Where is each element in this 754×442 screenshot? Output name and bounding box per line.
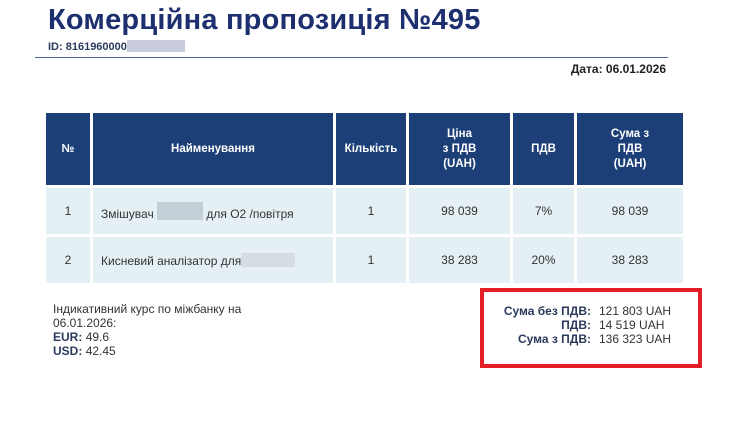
row-name: Кисневий аналізатор для: [93, 237, 333, 283]
eur-rate: EUR: 49.6: [53, 330, 241, 344]
row-price: 98 039: [409, 188, 510, 234]
col-price: Ціна з ПДВ (UAH): [409, 113, 510, 185]
redacted-block: [241, 252, 296, 267]
totals-box: Сума без ПДВ: 121 803 UAH ПДВ: 14 519 UAH …: [480, 288, 702, 368]
name-part: для O2 /повітря: [203, 206, 294, 221]
redacted-block: [157, 201, 204, 220]
page-title: Комерційна пропозиція №495: [48, 4, 481, 36]
document-id: ID: 8161960000: [48, 40, 185, 53]
col-qty: Кількість: [336, 113, 406, 185]
row-sum: 98 039: [577, 188, 683, 234]
divider: [35, 57, 668, 58]
table-row: 1 Змішувач для O2 /повітря 1 98 039 7% 9…: [46, 188, 683, 234]
table-row: 2 Кисневий аналізатор для 1 38 283 20% 3…: [46, 237, 683, 283]
col-vat: ПДВ: [513, 113, 574, 185]
value: 14 519 UAH: [599, 318, 665, 332]
row-sum: 38 283: [577, 237, 683, 283]
row-price: 38 283: [409, 237, 510, 283]
row-vat: 20%: [513, 237, 574, 283]
col-sum: Сума з ПДВ (UAH): [577, 113, 683, 185]
rates-date: 06.01.2026:: [53, 316, 117, 330]
exchange-rates: Індикативний курс по міжбанку на 06.01.2…: [53, 302, 241, 358]
rates-note: Індикативний курс по міжбанку на: [53, 302, 242, 316]
id-text: ID: 8161960000: [48, 41, 127, 53]
value: 121 803 UAH: [599, 304, 672, 318]
usd-label: USD:: [53, 344, 83, 358]
total-vat: ПДВ: 14 519 UAH: [484, 318, 694, 333]
col-name: Найменування: [93, 113, 333, 185]
row-number: 2: [46, 237, 90, 283]
total-with-vat: Сума з ПДВ: 136 323 UAH: [484, 332, 694, 347]
row-qty: 1: [336, 188, 406, 234]
redacted-block: [126, 40, 185, 52]
name-part: Кисневий аналізатор для: [101, 253, 242, 268]
usd-value: 42.45: [85, 344, 116, 358]
row-vat: 7%: [513, 188, 574, 234]
value: 136 323 UAH: [599, 332, 672, 346]
items-table: № Найменування Кількість Ціна з ПДВ (UAH…: [43, 110, 686, 286]
label: Сума з ПДВ:: [517, 332, 591, 346]
table-header-row: № Найменування Кількість Ціна з ПДВ (UAH…: [46, 113, 683, 185]
document-date: Дата: 06.01.2026: [570, 62, 666, 76]
col-number: №: [46, 113, 90, 185]
row-number: 1: [46, 188, 90, 234]
label: ПДВ:: [561, 318, 591, 332]
eur-label: EUR:: [53, 330, 83, 344]
label: Сума без ПДВ:: [503, 304, 591, 318]
name-part: Змішувач: [101, 206, 158, 221]
usd-rate: USD: 42.45: [53, 344, 241, 358]
eur-value: 49.6: [85, 330, 110, 344]
total-no-vat: Сума без ПДВ: 121 803 UAH: [484, 304, 694, 319]
row-name: Змішувач для O2 /повітря: [93, 188, 333, 234]
row-qty: 1: [336, 237, 406, 283]
